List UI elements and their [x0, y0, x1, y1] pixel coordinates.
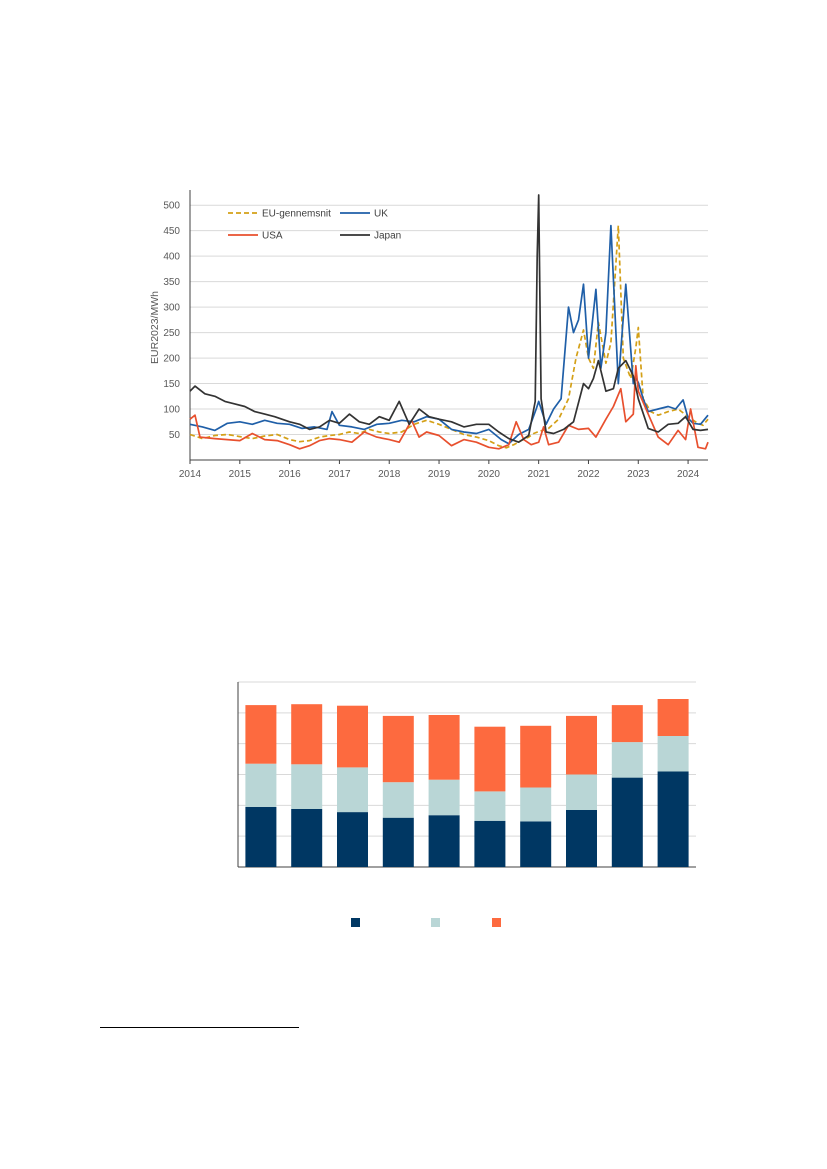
- y-tick-label: 450: [163, 226, 180, 237]
- bar-segment-s0-c9: [657, 771, 689, 867]
- legend-label: USA: [262, 231, 283, 242]
- bar-segment-s0-c6: [520, 821, 552, 867]
- bar-segment-s2-c4: [428, 715, 460, 780]
- legend-swatch-2: [492, 918, 501, 927]
- y-tick-label: 100: [163, 405, 180, 416]
- y-tick-label: 500: [163, 201, 180, 212]
- series-line-uk: [189, 224, 709, 445]
- legend-label: EU-gennemsnit: [262, 209, 331, 220]
- bar-segment-s1-c0: [245, 763, 277, 807]
- bar-segment-s1-c6: [520, 787, 552, 822]
- bar-segment-s0-c0: [245, 806, 277, 867]
- x-tick-label: 2015: [229, 469, 252, 480]
- x-tick-label: 2023: [627, 469, 650, 480]
- line-chart-energy-prices: 50 100 150 200 250 300 350 400 450 500 2014 2015 201…: [149, 190, 709, 480]
- x-tick-label: 2018: [378, 469, 401, 480]
- legend-swatch-1: [431, 918, 440, 927]
- bar-segment-s2-c3: [382, 715, 414, 783]
- x-tick-label: 2021: [528, 469, 551, 480]
- x-tick-label: 2022: [577, 469, 600, 480]
- series-line-japan: [189, 194, 709, 444]
- bar-segment-s1-c8: [611, 742, 643, 778]
- bar-segment-s0-c5: [474, 820, 506, 868]
- bar-segment-s1-c2: [337, 767, 368, 813]
- bar-segment-s0-c1: [291, 809, 323, 867]
- bar-segment-s0-c3: [382, 817, 414, 867]
- bar-segment-s2-c2: [337, 705, 368, 768]
- y-tick-label: 350: [163, 277, 180, 288]
- footnote-rule: [100, 1027, 299, 1028]
- bar-segment-s0-c7: [566, 810, 597, 867]
- bar-segment-s0-c4: [428, 815, 460, 867]
- bar-segment-s0-c8: [611, 777, 643, 867]
- legend-label: Japan: [374, 231, 401, 242]
- bar-segment-s1-c5: [474, 791, 506, 821]
- y-axis-label: EUR2023/MWh: [149, 291, 161, 364]
- bar-segment-s1-c1: [291, 764, 323, 809]
- legend-swatch-0: [351, 918, 360, 927]
- bar-segment-s2-c5: [474, 726, 506, 792]
- bar-segment-s2-c1: [291, 704, 323, 765]
- bar-segment-s2-c9: [657, 699, 689, 736]
- y-tick-label: 300: [163, 303, 180, 314]
- bar-segment-s2-c7: [566, 715, 597, 775]
- y-tick-label: 400: [163, 252, 180, 263]
- y-tick-label: 50: [169, 430, 181, 441]
- x-tick-label: 2017: [328, 469, 351, 480]
- x-tick-label: 2020: [478, 469, 501, 480]
- bar-segment-s1-c9: [657, 736, 689, 772]
- y-tick-label: 200: [163, 354, 180, 365]
- series-line-eu-gennemsnit: [189, 224, 709, 449]
- y-tick-label: 250: [163, 328, 180, 339]
- x-tick-label: 2024: [677, 469, 700, 480]
- bar-segment-s2-c8: [611, 705, 643, 743]
- bar-segment-s2-c0: [245, 705, 277, 764]
- legend-label: UK: [374, 209, 388, 220]
- bar-segment-s0-c2: [337, 812, 368, 867]
- bar-segment-s1-c3: [382, 782, 414, 818]
- x-tick-label: 2016: [278, 469, 301, 480]
- x-tick-label: 2014: [179, 469, 202, 480]
- bar-segment-s1-c4: [428, 779, 460, 816]
- bar-segment-s1-c7: [566, 774, 597, 810]
- bar-segment-s2-c6: [520, 725, 552, 788]
- y-tick-label: 150: [163, 379, 180, 390]
- x-tick-label: 2019: [428, 469, 451, 480]
- stacked-bar-chart: [237, 681, 696, 927]
- series-line-usa: [189, 364, 709, 450]
